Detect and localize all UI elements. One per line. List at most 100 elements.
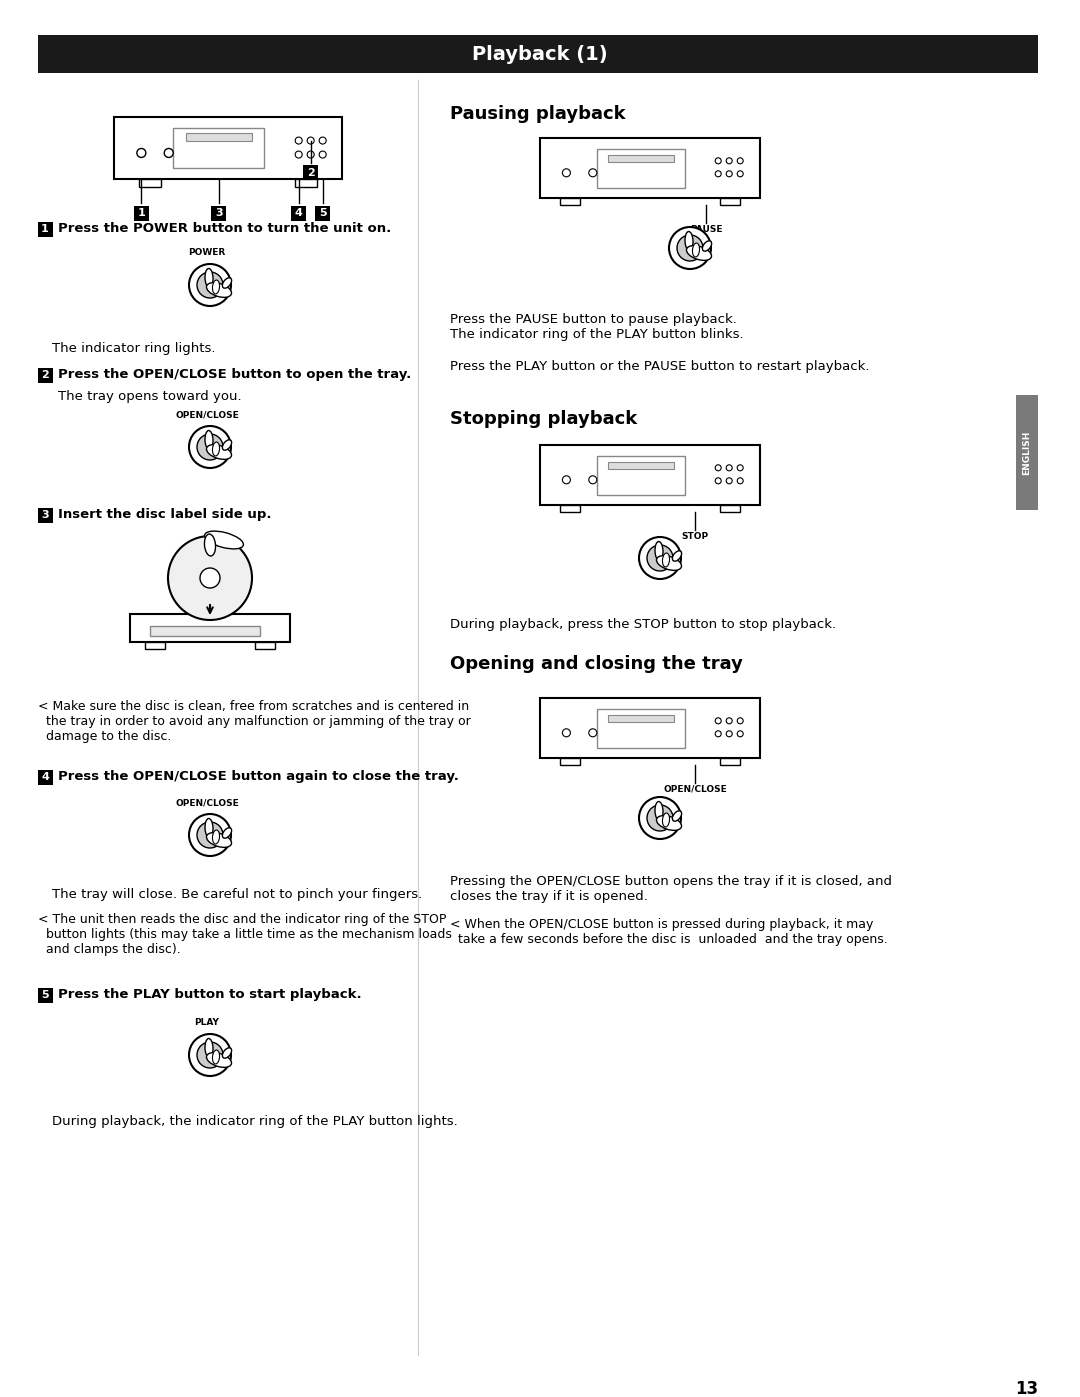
Text: ENGLISH: ENGLISH [1023,430,1031,475]
Text: During playback, press the STOP button to stop playback.: During playback, press the STOP button t… [450,617,836,631]
Bar [1016,395,1038,510]
Ellipse shape [213,279,219,293]
Circle shape [669,226,711,270]
Circle shape [715,170,721,177]
Text: The tray will close. Be careful not to pinch your fingers.: The tray will close. Be careful not to p… [52,888,422,901]
Bar [255,643,275,650]
Circle shape [726,465,732,471]
Circle shape [563,169,570,177]
Circle shape [715,158,721,163]
Bar [150,626,260,636]
Bar [145,643,165,650]
Text: < The unit then reads the disc and the indicator ring of the STOP
  button light: < The unit then reads the disc and the i… [38,914,451,956]
Ellipse shape [206,282,231,298]
Circle shape [726,170,732,177]
Circle shape [639,536,681,578]
Bar [38,770,53,785]
Text: PLAY: PLAY [194,1018,219,1027]
Text: 13: 13 [1015,1380,1038,1397]
Bar [540,698,760,759]
Ellipse shape [206,833,231,848]
Bar [38,367,53,383]
Text: < Make sure the disc is clean, free from scratches and is centered in
  the tray: < Make sure the disc is clean, free from… [38,700,471,743]
Bar [608,155,674,162]
Bar [608,462,674,469]
Text: 4: 4 [295,208,302,218]
Ellipse shape [205,1038,213,1058]
Circle shape [715,718,721,724]
Circle shape [189,814,231,856]
Circle shape [738,158,743,163]
Circle shape [589,729,597,736]
Ellipse shape [673,550,681,562]
Circle shape [715,465,721,471]
Circle shape [189,426,231,468]
Bar [597,148,685,187]
Circle shape [639,798,681,840]
Text: 3: 3 [41,510,49,520]
Circle shape [307,137,314,144]
Bar [139,179,161,187]
Text: Press the POWER button to turn the unit on.: Press the POWER button to turn the unit … [58,222,391,235]
Circle shape [307,151,314,158]
Text: PAUSE: PAUSE [690,225,723,235]
Bar [38,507,53,522]
Bar [292,205,307,221]
Text: The tray opens toward you.: The tray opens toward you. [58,390,242,402]
Text: Pausing playback: Pausing playback [450,105,625,123]
Bar [540,138,760,198]
Bar [720,198,740,205]
Bar [173,129,265,168]
Ellipse shape [654,542,663,560]
Circle shape [715,478,721,483]
Circle shape [715,731,721,736]
Text: 3: 3 [215,208,222,218]
Bar [295,179,318,187]
Circle shape [738,465,743,471]
Text: STOP: STOP [681,532,708,541]
Circle shape [738,731,743,736]
Ellipse shape [213,830,219,844]
Bar [720,504,740,511]
Text: OPEN/CLOSE: OPEN/CLOSE [175,798,239,807]
Ellipse shape [206,444,231,460]
Text: 1: 1 [137,208,145,218]
Circle shape [295,137,302,144]
Text: The indicator ring lights.: The indicator ring lights. [52,342,216,355]
Bar [720,759,740,766]
Ellipse shape [222,278,231,288]
Text: Playback (1): Playback (1) [472,45,608,63]
Circle shape [197,821,222,848]
Bar [597,455,685,495]
Bar [561,759,580,766]
Text: 5: 5 [319,208,326,218]
Bar [540,446,760,504]
Circle shape [726,731,732,736]
Ellipse shape [222,1048,231,1058]
Circle shape [589,169,597,177]
Ellipse shape [657,556,681,570]
Circle shape [647,545,673,571]
Circle shape [137,148,146,158]
Circle shape [738,478,743,483]
Ellipse shape [206,1052,231,1067]
Circle shape [320,137,326,144]
Circle shape [320,151,326,158]
Text: Press the OPEN/CLOSE button again to close the tray.: Press the OPEN/CLOSE button again to clo… [58,770,459,782]
Circle shape [738,170,743,177]
Ellipse shape [685,232,693,250]
Circle shape [647,805,673,831]
Ellipse shape [204,534,216,556]
Circle shape [726,478,732,483]
Ellipse shape [673,810,681,821]
Ellipse shape [702,240,712,251]
Ellipse shape [662,553,670,567]
Text: POWER: POWER [188,249,226,257]
Text: 1: 1 [41,224,49,235]
Circle shape [197,272,222,298]
Text: Press the PLAY button to start playback.: Press the PLAY button to start playback. [58,988,362,1002]
Ellipse shape [657,816,681,830]
Ellipse shape [687,246,712,260]
Circle shape [189,1034,231,1076]
Bar [315,205,330,221]
